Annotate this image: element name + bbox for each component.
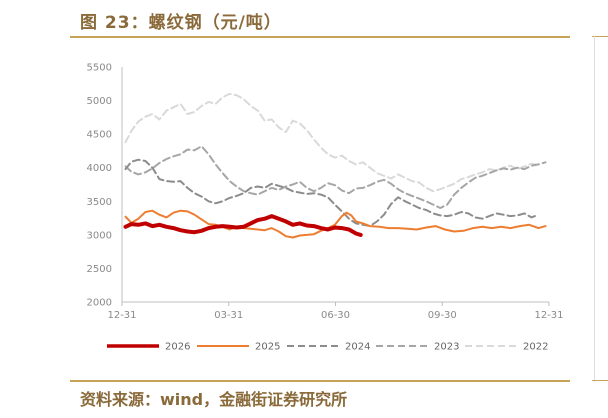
series-line-2024	[124, 158, 540, 228]
series-group	[123, 92, 547, 239]
legend-label-2026: 2026	[165, 342, 190, 353]
top-rule	[70, 36, 570, 38]
bottom-rule	[70, 380, 570, 382]
top-rule-right	[592, 36, 608, 37]
y-tick-label: 5500	[87, 63, 112, 74]
series-line-2023	[124, 145, 547, 209]
legend-label-2024: 2024	[345, 342, 370, 353]
legend-label-2025: 2025	[255, 342, 280, 353]
series-line-2025	[124, 209, 547, 239]
series-line-2022	[124, 92, 540, 193]
x-tick-label: 03-31	[214, 310, 243, 321]
y-tick-label: 4000	[87, 163, 112, 174]
y-tick-label: 2000	[87, 298, 112, 309]
y-tick-label: 3500	[87, 197, 112, 208]
figure-title: 图 23：螺纹钢（元/吨）	[80, 13, 282, 33]
bottom-rule-right	[592, 380, 608, 381]
x-axis: 12-31 03-31 06-30 09-30 12-31	[107, 301, 564, 321]
y-tick-label: 5000	[87, 96, 112, 107]
series-line-2026	[123, 214, 363, 237]
x-tick-label: 12-31	[534, 310, 563, 321]
x-tick-label: 12-31	[107, 310, 136, 321]
column-divider	[594, 36, 595, 382]
legend-label-2023: 2023	[434, 342, 459, 353]
x-tick-label: 06-30	[321, 310, 350, 321]
source-note: 资料来源：wind，金融街证券研究所	[80, 390, 348, 409]
y-tick-label: 2500	[87, 264, 112, 275]
legend: 2026 2025 2024 2023 2022	[107, 342, 548, 353]
y-tick-label: 3000	[87, 230, 112, 241]
y-axis: 2000 2500 3000 3500 4000 4500 5000 5500	[87, 63, 123, 309]
legend-label-2022: 2022	[523, 342, 548, 353]
x-tick-label: 09-30	[428, 310, 457, 321]
y-tick-label: 4500	[87, 130, 112, 141]
